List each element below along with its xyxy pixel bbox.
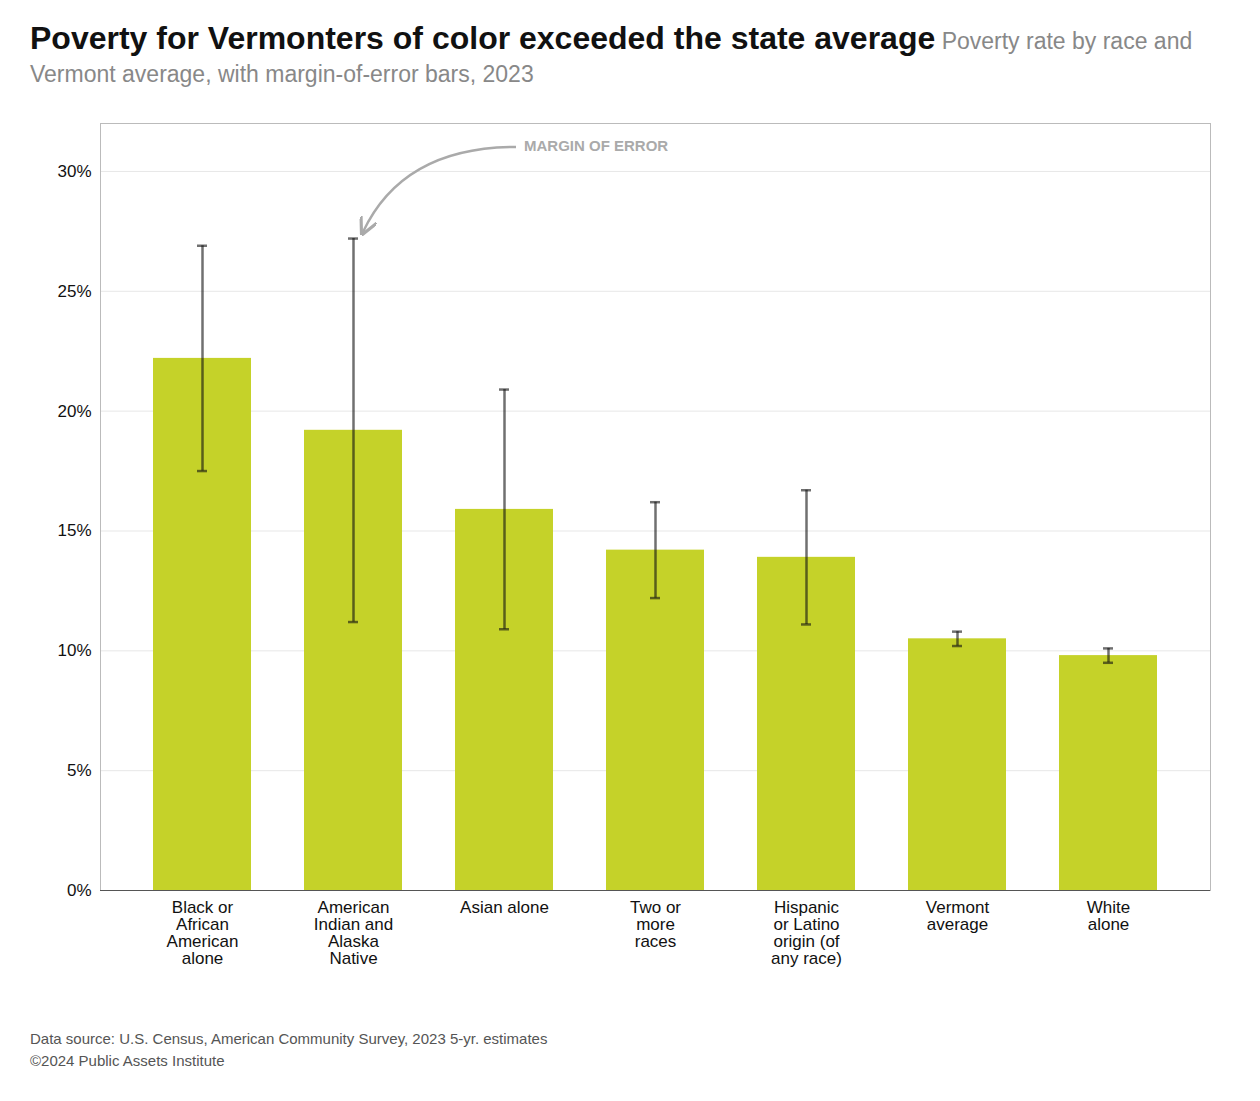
svg-text:20%: 20% [57, 402, 91, 421]
svg-text:Hispanicor Latinoorigin (ofany: Hispanicor Latinoorigin (ofany race) [771, 898, 842, 968]
svg-text:Black orAfricanAmericanalone: Black orAfricanAmericanalone [167, 898, 239, 968]
svg-text:AmericanIndian andAlaskaNative: AmericanIndian andAlaskaNative [314, 898, 393, 968]
html-text:Poverty for Vermonters of colo: Poverty for Vermonters of color exceeded… [30, 20, 1193, 87]
svg-text:30%: 30% [57, 162, 91, 181]
svg-text:Asian alone: Asian alone [460, 898, 549, 917]
svg-text:25%: 25% [57, 282, 91, 301]
svg-text:Whitealone: Whitealone [1087, 898, 1130, 934]
html-text:©2024 Public Assets Institute: ©2024 Public Assets Institute [30, 1052, 225, 1070]
svg-text:15%: 15% [57, 522, 91, 541]
svg-text:MARGIN OF ERROR: MARGIN OF ERROR [524, 137, 668, 154]
svg-text:Vermontaverage: Vermontaverage [926, 898, 990, 934]
svg-text:Two ormoreraces: Two ormoreraces [630, 898, 681, 951]
svg-text:10%: 10% [57, 642, 91, 661]
html-text:Data source: U.S. Census, Amer: Data source: U.S. Census, American Commu… [30, 1030, 548, 1048]
svg-text:0%: 0% [67, 881, 92, 900]
svg-text:5%: 5% [67, 762, 92, 781]
